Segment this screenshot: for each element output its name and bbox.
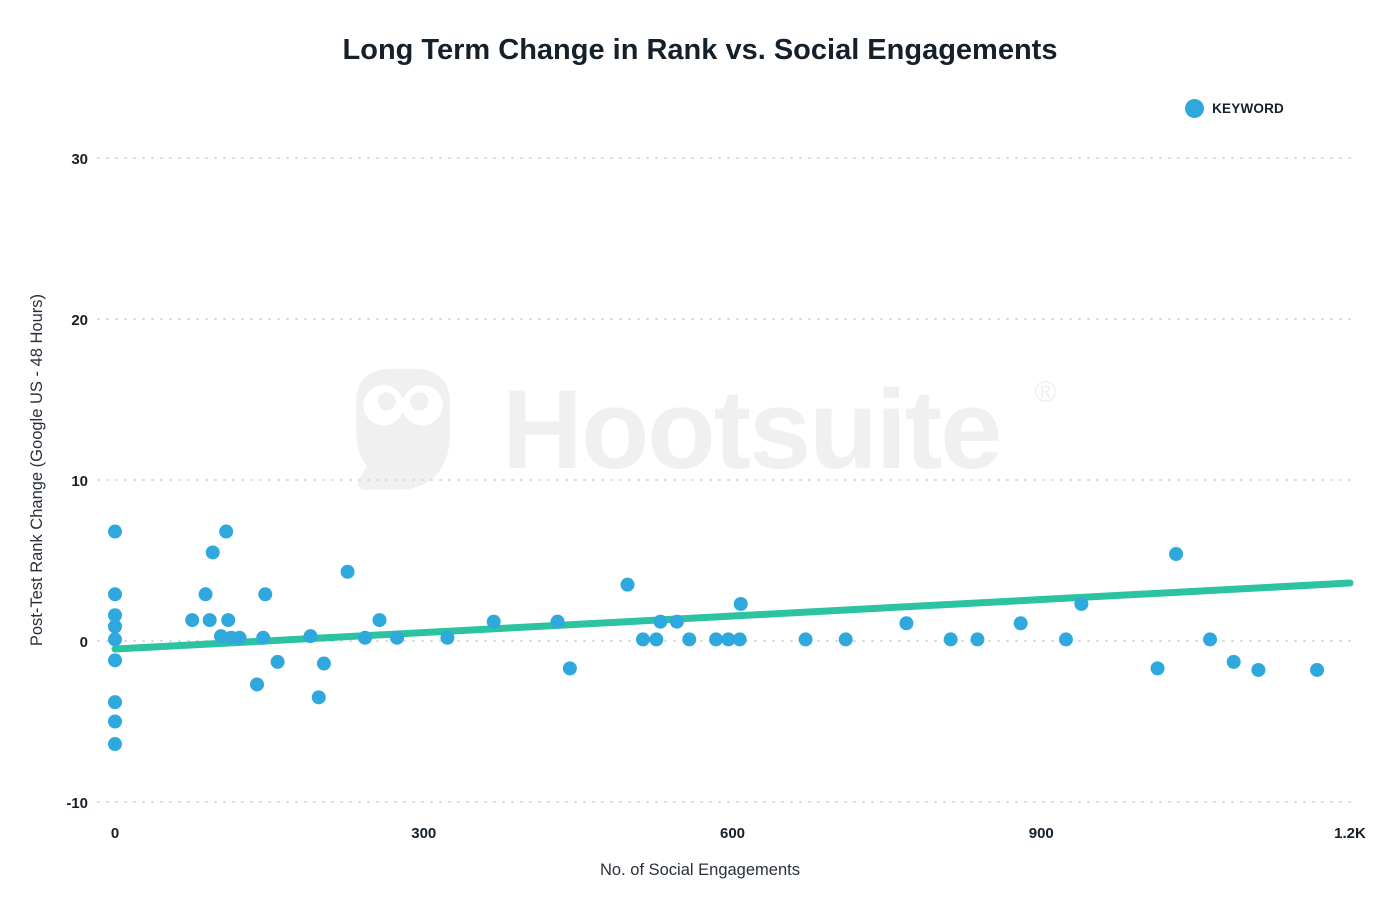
data-point[interactable] xyxy=(1251,662,1266,677)
legend-marker-icon xyxy=(1185,99,1205,118)
data-point[interactable] xyxy=(270,654,285,669)
hootsuite-watermark: Hootsuite ® xyxy=(338,360,1057,500)
data-point[interactable] xyxy=(389,630,404,645)
y-tick-label: -10 xyxy=(66,795,88,812)
y-tick-label: 30 xyxy=(71,151,88,168)
data-point[interactable] xyxy=(108,587,122,602)
data-point[interactable] xyxy=(108,632,122,647)
watermark-registered-mark: ® xyxy=(1034,376,1057,409)
data-point[interactable] xyxy=(1058,632,1073,647)
data-point[interactable] xyxy=(669,614,684,629)
data-point[interactable] xyxy=(108,608,122,623)
data-point[interactable] xyxy=(838,632,853,647)
data-point[interactable] xyxy=(550,614,565,629)
data-point[interactable] xyxy=(970,632,985,647)
data-point[interactable] xyxy=(1074,596,1089,611)
data-point[interactable] xyxy=(258,587,273,602)
data-point[interactable] xyxy=(340,564,355,579)
legend-label: KEYWORD xyxy=(1212,101,1284,116)
data-point[interactable] xyxy=(250,677,265,692)
data-point[interactable] xyxy=(221,613,236,628)
data-point[interactable] xyxy=(185,613,200,628)
data-point[interactable] xyxy=(649,632,664,647)
y-tick-label: 10 xyxy=(71,473,88,490)
data-point[interactable] xyxy=(108,619,122,634)
data-point[interactable] xyxy=(1226,654,1241,669)
trend-line xyxy=(111,579,1354,653)
data-point[interactable] xyxy=(214,629,229,644)
x-tick-label: 0 xyxy=(111,825,119,842)
data-point[interactable] xyxy=(635,632,650,647)
data-point[interactable] xyxy=(733,596,748,611)
data-point[interactable] xyxy=(311,690,326,705)
x-tick-label: 300 xyxy=(411,825,436,842)
data-point[interactable] xyxy=(108,714,122,729)
data-point[interactable] xyxy=(440,630,455,645)
data-point[interactable] xyxy=(562,661,577,676)
data-point[interactable] xyxy=(316,656,331,671)
data-point[interactable] xyxy=(1013,616,1028,631)
legend-item-keyword[interactable]: KEYWORD xyxy=(1185,99,1284,118)
data-point[interactable] xyxy=(303,629,318,644)
data-point[interactable] xyxy=(256,630,271,645)
data-point[interactable] xyxy=(1150,661,1165,676)
data-point[interactable] xyxy=(198,587,213,602)
y-tick-label: 20 xyxy=(71,312,88,329)
y-axis-label: Post-Test Rank Change (Google US - 48 Ho… xyxy=(27,293,46,647)
data-point[interactable] xyxy=(732,632,747,647)
x-axis-label: No. of Social Engagements xyxy=(600,861,800,879)
data-point[interactable] xyxy=(202,613,217,628)
data-point[interactable] xyxy=(358,630,373,645)
chart-title: Long Term Change in Rank vs. Social Enga… xyxy=(342,34,1058,66)
data-point[interactable] xyxy=(721,632,736,647)
data-point[interactable] xyxy=(108,653,122,668)
hootsuite-owl-logo-icon xyxy=(356,368,450,490)
data-point[interactable] xyxy=(486,614,501,629)
data-point[interactable] xyxy=(1203,632,1218,647)
data-point[interactable] xyxy=(620,577,635,592)
data-point[interactable] xyxy=(205,545,220,560)
data-point[interactable] xyxy=(709,632,724,647)
data-point[interactable] xyxy=(219,524,234,539)
y-axis-label-wrap: Post-Test Rank Change (Google US - 48 Ho… xyxy=(18,60,56,880)
x-tick-label: 900 xyxy=(1029,825,1054,842)
data-point[interactable] xyxy=(682,632,697,647)
data-point[interactable] xyxy=(1169,547,1184,562)
data-point[interactable] xyxy=(798,632,813,647)
data-point[interactable] xyxy=(943,632,958,647)
data-point[interactable] xyxy=(232,630,247,645)
data-point[interactable] xyxy=(108,524,122,539)
x-tick-label: 600 xyxy=(720,825,745,842)
data-point[interactable] xyxy=(108,737,122,752)
data-point[interactable] xyxy=(1310,662,1325,677)
data-point[interactable] xyxy=(899,616,914,631)
data-point[interactable] xyxy=(372,613,387,628)
data-point[interactable] xyxy=(653,614,668,629)
data-point[interactable] xyxy=(108,695,122,710)
y-tick-label: 0 xyxy=(80,634,88,651)
x-tick-label: 1.2K xyxy=(1334,825,1366,842)
watermark-text: Hootsuite xyxy=(502,367,1002,492)
